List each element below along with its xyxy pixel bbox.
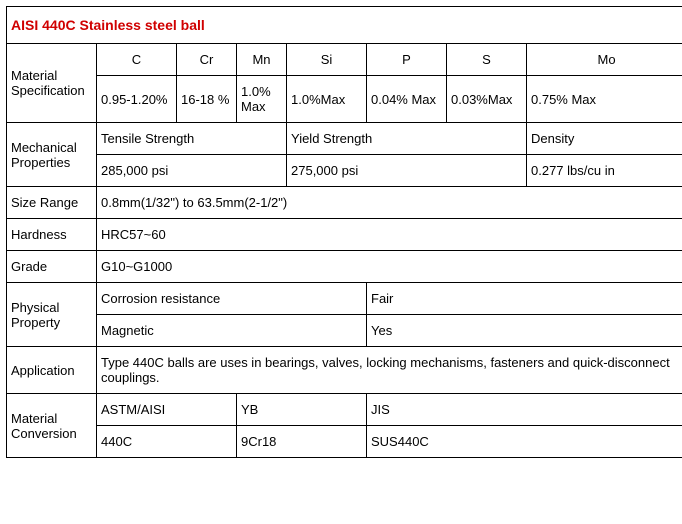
- hardness-label: Hardness: [7, 219, 97, 251]
- val-mo: 0.75% Max: [527, 76, 682, 123]
- phys-magnetic-k: Magnetic: [97, 315, 367, 347]
- phys-corrosion-v: Fair: [367, 283, 682, 315]
- col-s: S: [447, 44, 527, 76]
- mech-col-yield: Yield Strength: [287, 123, 527, 155]
- col-cr: Cr: [177, 44, 237, 76]
- mech-label: Mechanical Properties: [7, 123, 97, 187]
- table-title: AISI 440C Stainless steel ball: [7, 7, 682, 44]
- matspec-label: Material Specification: [7, 44, 97, 123]
- conv-label: Material Conversion: [7, 394, 97, 458]
- conv-val-astm: 440C: [97, 426, 237, 458]
- grade-val: G10~G1000: [97, 251, 682, 283]
- col-mo: Mo: [527, 44, 682, 76]
- app-val: Type 440C balls are uses in bearings, va…: [97, 347, 682, 394]
- hardness-val: HRC57~60: [97, 219, 682, 251]
- col-mn: Mn: [237, 44, 287, 76]
- mech-val-yield: 275,000 psi: [287, 155, 527, 187]
- col-si: Si: [287, 44, 367, 76]
- col-c: C: [97, 44, 177, 76]
- mech-val-density: 0.277 lbs/cu in: [527, 155, 682, 187]
- phys-corrosion-k: Corrosion resistance: [97, 283, 367, 315]
- mech-col-tensile: Tensile Strength: [97, 123, 287, 155]
- conv-val-jis: SUS440C: [367, 426, 682, 458]
- size-range-label: Size Range: [7, 187, 97, 219]
- val-si: 1.0%Max: [287, 76, 367, 123]
- val-s: 0.03%Max: [447, 76, 527, 123]
- conv-val-yb: 9Cr18: [237, 426, 367, 458]
- conv-col-astm: ASTM/AISI: [97, 394, 237, 426]
- conv-col-yb: YB: [237, 394, 367, 426]
- phys-label: Physical Property: [7, 283, 97, 347]
- col-p: P: [367, 44, 447, 76]
- val-cr: 16-18 %: [177, 76, 237, 123]
- phys-magnetic-v: Yes: [367, 315, 682, 347]
- val-mn: 1.0% Max: [237, 76, 287, 123]
- app-label: Application: [7, 347, 97, 394]
- size-range-val: 0.8mm(1/32") to 63.5mm(2-1/2"): [97, 187, 682, 219]
- val-p: 0.04% Max: [367, 76, 447, 123]
- mech-val-tensile: 285,000 psi: [97, 155, 287, 187]
- val-c: 0.95-1.20%: [97, 76, 177, 123]
- conv-col-jis: JIS: [367, 394, 682, 426]
- spec-table: AISI 440C Stainless steel ball Material …: [6, 6, 682, 458]
- grade-label: Grade: [7, 251, 97, 283]
- mech-col-density: Density: [527, 123, 682, 155]
